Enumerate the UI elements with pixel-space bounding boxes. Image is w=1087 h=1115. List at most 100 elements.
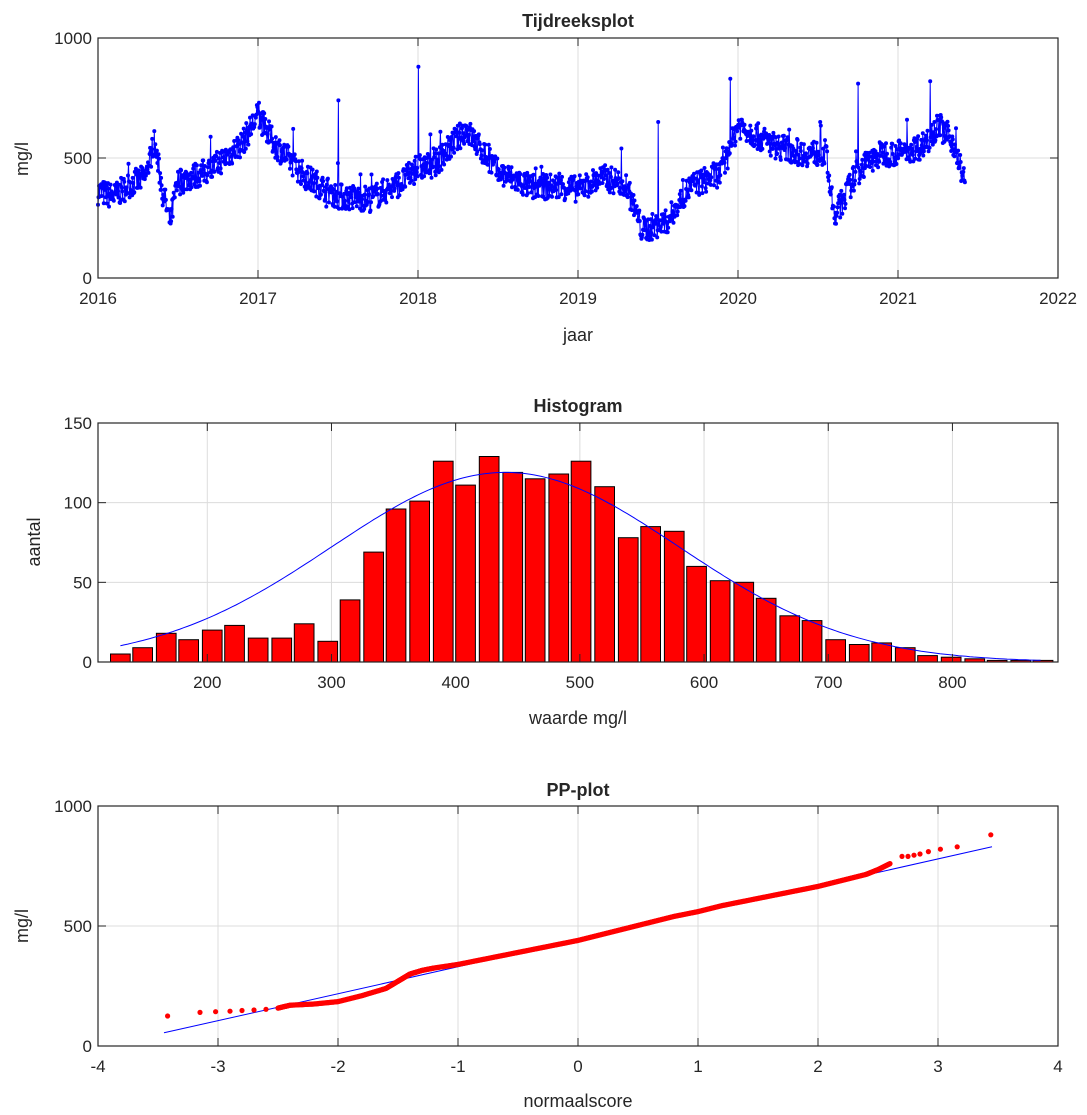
time-series-point: [668, 214, 673, 219]
time-series-point: [573, 188, 578, 193]
time-series-point: [189, 170, 194, 175]
time-series-point: [882, 144, 887, 149]
time-series-point: [914, 145, 919, 150]
time-series-point: [884, 141, 888, 146]
time-series-point: [155, 161, 160, 165]
time-series-point: [582, 193, 587, 198]
time-series-point: [202, 164, 207, 168]
histogram-bar: [871, 642, 892, 663]
time-series-point: [842, 197, 847, 202]
time-series-point: [523, 186, 528, 190]
time-series-point: [911, 159, 916, 164]
time-series-point: [589, 189, 594, 194]
time-series-point: [415, 174, 420, 179]
histogram-xlabel: waarde mg/l: [528, 708, 627, 728]
time-series-point: [724, 146, 729, 151]
time-series-point: [779, 140, 784, 145]
pp-plot-ytick-label: 1000: [54, 797, 92, 816]
time-series-point: [586, 194, 591, 199]
time-series-point: [584, 172, 589, 177]
time-series-point: [408, 175, 413, 180]
time-series-point: [442, 162, 447, 167]
pp-plot-ytick-label: 500: [64, 917, 92, 936]
time-series-point: [348, 192, 353, 197]
time-series-point: [368, 208, 373, 213]
time-series-point: [169, 219, 174, 224]
time-series-point: [384, 200, 389, 205]
time-series-point: [440, 142, 445, 147]
histogram-xtick-label: 400: [441, 673, 469, 692]
time-series-point: [769, 136, 774, 141]
time-series-point: [702, 177, 706, 182]
time-series-point: [363, 184, 368, 189]
time-series-point: [336, 206, 341, 211]
time-series-point: [252, 122, 257, 127]
time-series-point: [920, 131, 925, 136]
time-series-point: [795, 137, 800, 142]
time-series-point: [243, 146, 248, 151]
time-series-point: [787, 127, 792, 132]
time-series-point: [451, 145, 456, 150]
time-series-point: [609, 165, 614, 170]
time-series-point: [616, 176, 621, 181]
time-series-point: [880, 150, 885, 155]
histogram-bar: [524, 478, 546, 663]
time-series-point: [578, 186, 583, 191]
time-series-point: [299, 166, 304, 171]
time-series-point: [242, 150, 247, 154]
time-series-point: [620, 179, 625, 184]
time-series-point: [170, 214, 175, 219]
time-series-point: [839, 200, 844, 205]
time-series-point: [107, 204, 111, 209]
time-series-point: [290, 173, 295, 178]
time-series-point: [454, 134, 459, 139]
time-series-point: [360, 197, 365, 202]
time-series-point: [912, 140, 917, 144]
histogram-bar: [848, 644, 870, 663]
time-series-point: [857, 181, 862, 186]
time-series-point: [629, 208, 634, 213]
time-series-point: [956, 148, 961, 153]
time-series-point: [852, 182, 857, 187]
time-series-point: [205, 173, 210, 178]
time-series-point: [265, 132, 270, 137]
pp-plot-ylabel: mg/l: [12, 909, 32, 943]
time-series-point: [122, 199, 127, 204]
time-series-point: [116, 189, 120, 194]
time-series-point: [293, 159, 298, 164]
time-series-point: [723, 170, 727, 175]
time-series-point: [919, 143, 924, 148]
time-series-point: [557, 171, 562, 176]
time-series-point: [824, 144, 829, 149]
time-series-point: [853, 178, 857, 183]
time-series-point: [210, 174, 215, 179]
pp-plot-point: [899, 853, 905, 860]
time-series-point: [928, 79, 933, 84]
time-series-point: [269, 124, 274, 129]
time-series-point: [159, 183, 164, 188]
time-series-point: [291, 126, 296, 131]
histogram-bar: [385, 508, 407, 663]
time-series-point: [631, 201, 635, 206]
time-series-point: [608, 174, 613, 179]
time-series-point: [835, 205, 840, 210]
time-series-point: [775, 151, 780, 156]
time-series-point: [312, 189, 317, 194]
time-series-point: [961, 166, 966, 171]
time-series-point: [347, 207, 352, 212]
time-series-point: [653, 221, 658, 226]
time-series-point: [427, 171, 432, 176]
time-series-point: [525, 191, 530, 196]
time-series-point: [212, 169, 217, 174]
time-series-point: [545, 175, 550, 180]
time-series-point: [591, 168, 595, 173]
time-series-point: [194, 163, 199, 168]
time-series-point: [156, 152, 161, 157]
time-series-point: [239, 131, 244, 136]
time-series-point: [369, 200, 373, 205]
time-series-point: [654, 214, 659, 219]
time-series-point: [163, 187, 168, 192]
time-series-point: [684, 178, 689, 183]
time-series-point: [414, 170, 419, 175]
